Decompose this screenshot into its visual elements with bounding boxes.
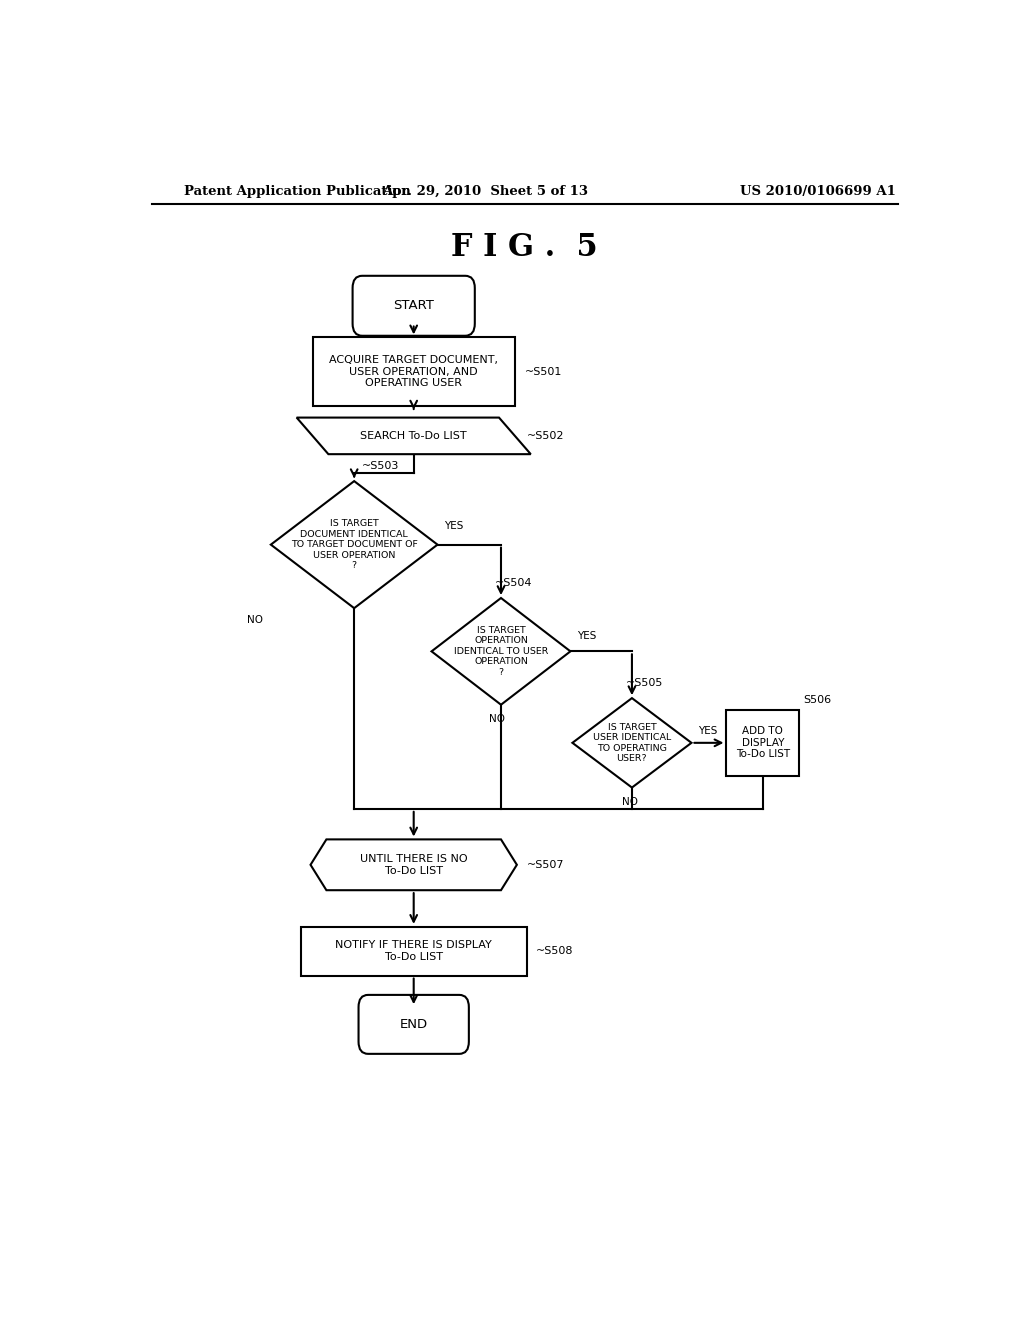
Text: IS TARGET
DOCUMENT IDENTICAL
TO TARGET DOCUMENT OF
USER OPERATION
?: IS TARGET DOCUMENT IDENTICAL TO TARGET D… (291, 519, 418, 570)
Text: NOTIFY IF THERE IS DISPLAY
To-Do LIST: NOTIFY IF THERE IS DISPLAY To-Do LIST (335, 940, 493, 962)
Text: END: END (399, 1018, 428, 1031)
Text: Patent Application Publication: Patent Application Publication (183, 185, 411, 198)
Bar (726, 710, 800, 776)
Text: ~S503: ~S503 (362, 461, 399, 471)
Text: ~S502: ~S502 (526, 430, 564, 441)
Text: ~S507: ~S507 (526, 859, 564, 870)
Text: IS TARGET
OPERATION
IDENTICAL TO USER
OPERATION
?: IS TARGET OPERATION IDENTICAL TO USER OP… (454, 626, 548, 677)
Text: F I G .  5: F I G . 5 (452, 232, 598, 264)
Text: ~S508: ~S508 (537, 946, 573, 956)
Polygon shape (270, 480, 437, 609)
Text: UNTIL THERE IS NO
To-Do LIST: UNTIL THERE IS NO To-Do LIST (359, 854, 468, 875)
Text: NO: NO (247, 615, 263, 626)
Bar (312, 338, 515, 407)
Text: NO: NO (489, 714, 505, 723)
Text: ~S505: ~S505 (626, 678, 663, 688)
Text: ACQUIRE TARGET DOCUMENT,
USER OPERATION, AND
OPERATING USER: ACQUIRE TARGET DOCUMENT, USER OPERATION,… (329, 355, 499, 388)
Text: ADD TO
DISPLAY
To-Do LIST: ADD TO DISPLAY To-Do LIST (736, 726, 790, 759)
Text: SEARCH To-Do LIST: SEARCH To-Do LIST (360, 430, 467, 441)
Text: IS TARGET
USER IDENTICAL
TO OPERATING
USER?: IS TARGET USER IDENTICAL TO OPERATING US… (593, 723, 671, 763)
Text: US 2010/0106699 A1: US 2010/0106699 A1 (740, 185, 896, 198)
FancyBboxPatch shape (358, 995, 469, 1053)
Text: YES: YES (577, 631, 596, 642)
Polygon shape (310, 840, 517, 890)
Bar (301, 927, 526, 975)
Polygon shape (297, 417, 530, 454)
Text: ~S501: ~S501 (524, 367, 562, 376)
Text: YES: YES (443, 521, 463, 532)
Text: S506: S506 (804, 694, 831, 705)
Text: YES: YES (697, 726, 717, 735)
Text: Apr. 29, 2010  Sheet 5 of 13: Apr. 29, 2010 Sheet 5 of 13 (382, 185, 588, 198)
FancyBboxPatch shape (352, 276, 475, 335)
Text: ~S504: ~S504 (495, 578, 532, 587)
Polygon shape (431, 598, 570, 705)
Text: START: START (393, 300, 434, 313)
Text: NO: NO (623, 797, 638, 807)
Polygon shape (572, 698, 691, 788)
